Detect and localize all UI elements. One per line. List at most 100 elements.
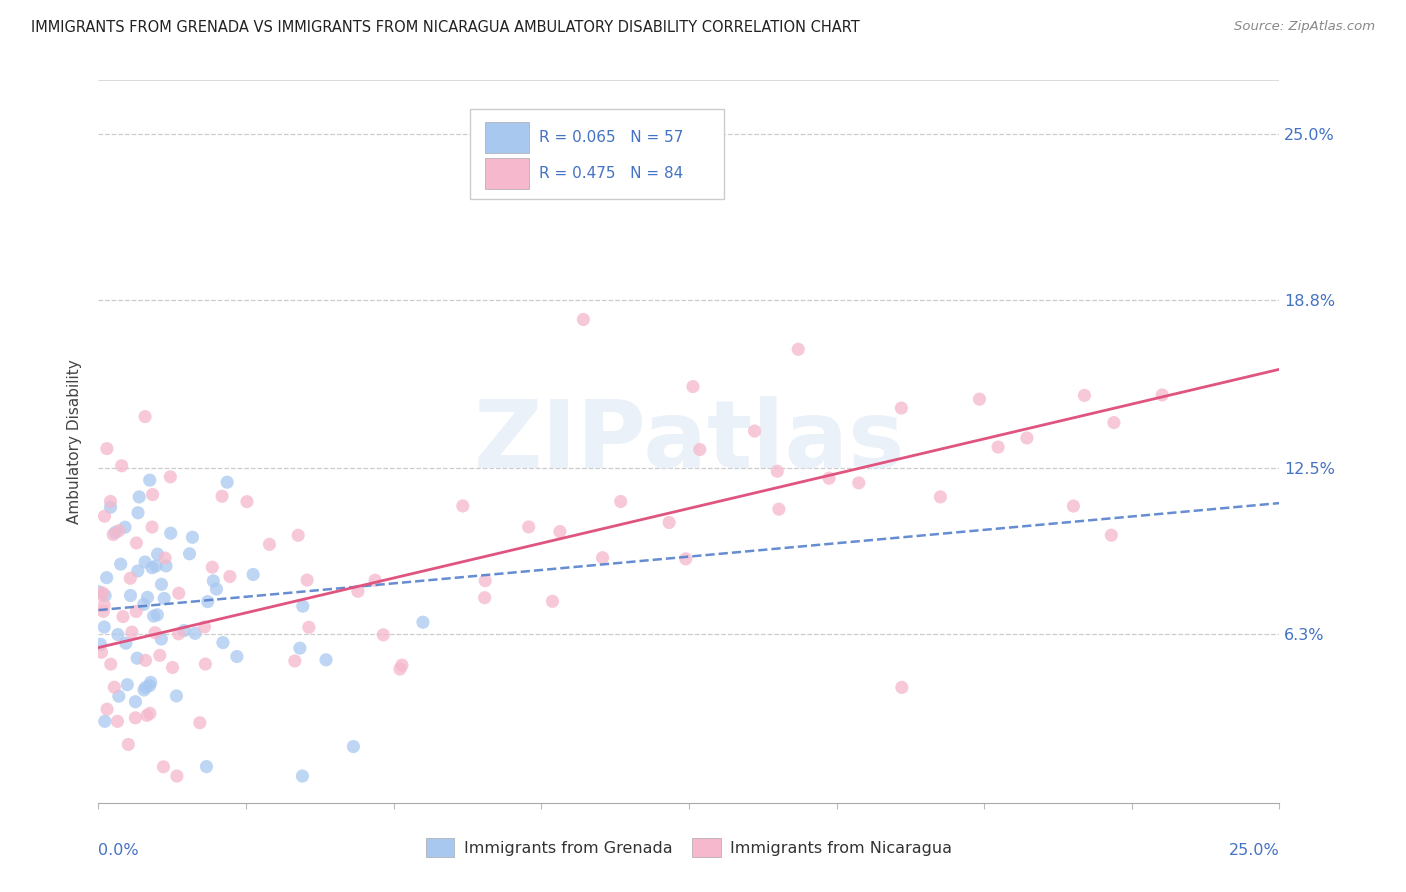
- Point: [107, 627, 129, 641]
- Point: [127, 564, 149, 578]
- Point: [120, 589, 142, 603]
- Point: [153, 591, 176, 606]
- Point: [184, 626, 207, 640]
- Text: IMMIGRANTS FROM GRENADA VS IMMIGRANTS FROM NICARAGUA AMBULATORY DISABILITY CORRE: IMMIGRANTS FROM GRENADA VS IMMIGRANTS FR…: [31, 20, 859, 35]
- Point: [159, 526, 181, 541]
- Point: [124, 711, 146, 725]
- Y-axis label: Ambulatory Disability: Ambulatory Disability: [67, 359, 83, 524]
- Point: [128, 490, 150, 504]
- Point: [155, 558, 177, 573]
- Point: [135, 708, 157, 723]
- Point: [541, 594, 564, 608]
- Point: [103, 527, 125, 541]
- Point: [291, 769, 314, 783]
- Point: [658, 516, 681, 530]
- Point: [474, 574, 496, 588]
- Point: [87, 584, 110, 599]
- Point: [152, 760, 174, 774]
- Point: [138, 679, 160, 693]
- Point: [121, 625, 143, 640]
- Point: [111, 609, 134, 624]
- Point: [1102, 416, 1125, 430]
- Point: [787, 343, 810, 357]
- Legend: Immigrants from Grenada, Immigrants from Nicaragua: Immigrants from Grenada, Immigrants from…: [419, 831, 959, 863]
- Point: [150, 632, 173, 646]
- Point: [100, 500, 122, 515]
- Point: [1062, 499, 1084, 513]
- Point: [141, 560, 163, 574]
- Point: [287, 528, 309, 542]
- Point: [517, 520, 540, 534]
- Point: [117, 738, 139, 752]
- Point: [166, 769, 188, 783]
- Point: [202, 574, 225, 588]
- Point: [929, 490, 952, 504]
- Point: [179, 547, 201, 561]
- Point: [94, 714, 117, 729]
- Point: [548, 524, 571, 539]
- Point: [1099, 528, 1122, 542]
- Point: [219, 569, 242, 583]
- FancyBboxPatch shape: [485, 122, 530, 153]
- Point: [162, 660, 184, 674]
- Point: [132, 598, 155, 612]
- Point: [111, 458, 134, 473]
- Point: [298, 620, 321, 634]
- Point: [90, 588, 112, 602]
- Point: [93, 620, 115, 634]
- Point: [96, 571, 118, 585]
- Point: [159, 470, 181, 484]
- Point: [969, 392, 991, 406]
- Point: [347, 584, 370, 599]
- Point: [173, 624, 195, 638]
- Point: [91, 586, 114, 600]
- Point: [103, 680, 125, 694]
- Point: [93, 598, 115, 612]
- Point: [110, 557, 132, 571]
- Point: [93, 604, 115, 618]
- Point: [134, 555, 156, 569]
- Point: [167, 627, 190, 641]
- Point: [675, 551, 697, 566]
- Point: [217, 475, 239, 490]
- Point: [572, 312, 595, 326]
- Point: [104, 525, 127, 540]
- Text: Source: ZipAtlas.com: Source: ZipAtlas.com: [1234, 20, 1375, 33]
- Point: [181, 530, 204, 544]
- FancyBboxPatch shape: [485, 158, 530, 189]
- Point: [146, 607, 169, 622]
- Point: [139, 675, 162, 690]
- Point: [451, 499, 474, 513]
- Point: [146, 547, 169, 561]
- Point: [201, 560, 224, 574]
- Point: [766, 464, 789, 478]
- Point: [474, 591, 496, 605]
- Point: [96, 442, 118, 456]
- Point: [93, 509, 115, 524]
- Point: [127, 651, 149, 665]
- Point: [689, 442, 711, 457]
- Point: [90, 645, 112, 659]
- Point: [145, 559, 167, 574]
- Point: [412, 615, 434, 630]
- Point: [90, 637, 112, 651]
- Point: [134, 409, 156, 424]
- Point: [120, 571, 142, 585]
- Point: [100, 657, 122, 672]
- Point: [108, 524, 131, 538]
- Point: [609, 494, 631, 508]
- Point: [284, 654, 307, 668]
- Point: [100, 494, 122, 508]
- Point: [391, 658, 413, 673]
- Point: [143, 625, 166, 640]
- Point: [1073, 388, 1095, 402]
- Point: [125, 604, 148, 618]
- Text: ZIPatlas: ZIPatlas: [474, 395, 904, 488]
- Text: R = 0.475   N = 84: R = 0.475 N = 84: [538, 166, 683, 181]
- Point: [194, 657, 217, 671]
- Point: [153, 551, 176, 566]
- Point: [135, 681, 157, 695]
- Text: R = 0.065   N = 57: R = 0.065 N = 57: [538, 130, 683, 145]
- Point: [225, 649, 247, 664]
- Point: [768, 502, 790, 516]
